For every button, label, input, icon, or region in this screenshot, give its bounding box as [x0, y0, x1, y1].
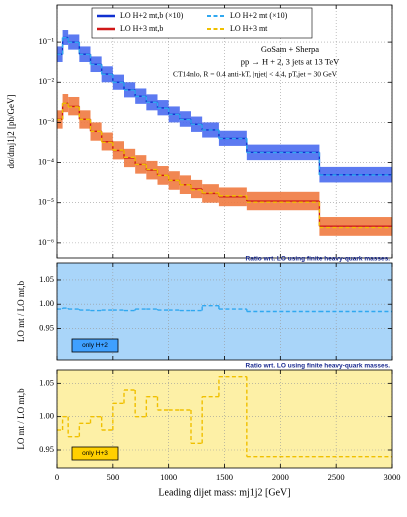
- panel-subtitle: Ratio wrt. LO using finite heavy-quark m…: [246, 256, 391, 263]
- y-tick-label: 1.05: [39, 377, 54, 387]
- annotation: GoSam + Sherpa: [261, 44, 319, 54]
- y-tick-label: 10⁻³: [38, 116, 54, 126]
- plot-area: [57, 5, 392, 258]
- y-tick-label: 10⁻⁵: [38, 197, 54, 207]
- annotation: pp → H + 2, 3 jets at 13 TeV: [241, 56, 340, 66]
- annotation: CT14nlo, R = 0.4 anti-kT, |ηjet| < 4.4, …: [173, 70, 338, 79]
- y-tick-label: 1.00: [39, 298, 54, 308]
- legend-label: LO H+2 mt,b (×10): [120, 11, 184, 20]
- legend-label: LO H+3 mt,b: [120, 24, 163, 33]
- panel-tag-box: [71, 338, 119, 353]
- x-tick-label: 1500: [216, 472, 233, 482]
- y-tick-label: 10⁻²: [38, 76, 54, 86]
- x-tick-label: 0: [55, 472, 59, 482]
- y-tick-label: 10⁻¹: [38, 36, 54, 46]
- x-tick-label: 2000: [272, 472, 289, 482]
- legend-label: LO H+2 mt (×10): [230, 11, 288, 20]
- y-axis-label: LO mt / LO mt,b: [16, 388, 26, 450]
- x-axis-label: Leading dijet mass: mj1j2 [GeV]: [158, 487, 290, 498]
- plot-area: [57, 263, 392, 360]
- plot-area: [57, 370, 392, 468]
- legend-label: LO H+3 mt: [230, 24, 268, 33]
- y-axis-label: dσ/dmj1j2 [pb/GeV]: [6, 94, 16, 168]
- y-tick-label: 10⁻⁴: [38, 157, 54, 167]
- y-tick-label: 1.05: [39, 274, 54, 284]
- x-tick-label: 2500: [328, 472, 345, 482]
- y-axis-label: LO mt / LO mt,b: [16, 280, 26, 342]
- y-tick-label: 10⁻⁶: [38, 237, 54, 247]
- y-tick-label: 0.95: [39, 322, 54, 332]
- panel-tag: only H+3: [82, 450, 108, 457]
- panel-subtitle: Ratio wrt. LO using finite heavy-quark m…: [246, 363, 391, 370]
- x-tick-label: 3000: [384, 472, 401, 482]
- x-tick-label: 500: [106, 472, 119, 482]
- y-tick-label: 1.00: [39, 411, 54, 421]
- x-tick-label: 1000: [160, 472, 177, 482]
- panel-tag-box: [71, 446, 119, 461]
- legend-box: [91, 7, 313, 39]
- y-tick-label: 0.95: [39, 444, 54, 454]
- panel-tag: only H+2: [82, 342, 108, 349]
